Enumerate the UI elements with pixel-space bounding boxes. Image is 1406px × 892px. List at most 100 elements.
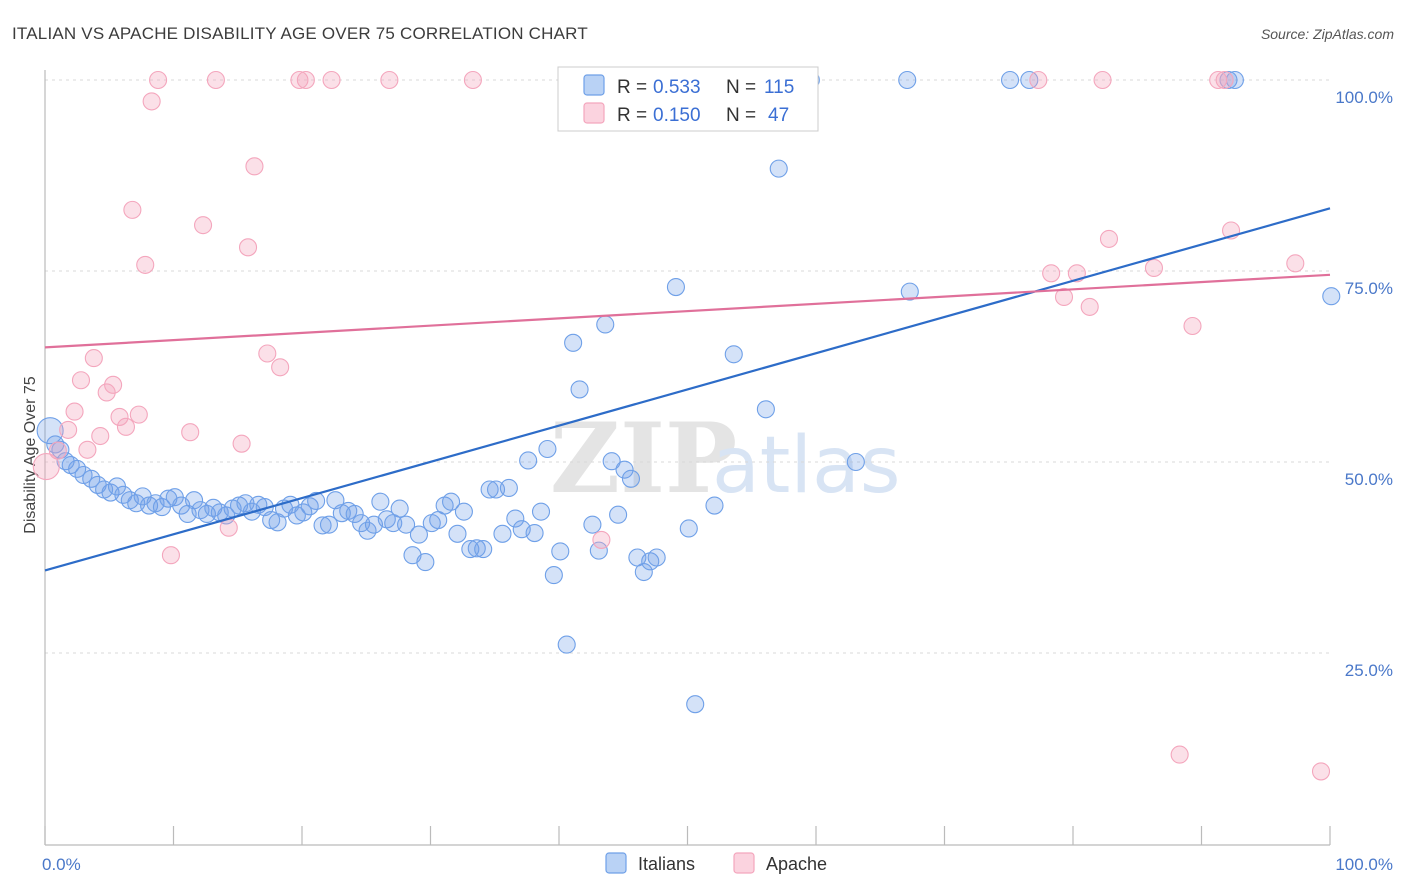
point-apache <box>271 358 290 377</box>
point-apache <box>136 255 155 274</box>
point-apache <box>1286 254 1305 273</box>
point-italians <box>666 277 685 297</box>
y-tick-labels: 25.0% 50.0% 75.0% 100.0% <box>1335 88 1393 680</box>
legend-top: R = 0.533 N = 115 R = 0.150 N = 47 <box>557 66 819 132</box>
point-italians <box>531 502 551 521</box>
point-italians <box>615 460 634 479</box>
point-apache <box>380 70 399 90</box>
point-apache <box>232 434 251 453</box>
y-tick-label: 100.0% <box>1335 88 1393 107</box>
point-italians <box>307 491 326 511</box>
legend-swatch-apache <box>583 102 605 124</box>
point-apache <box>322 70 341 90</box>
legend-r-value-apache: 0.150 <box>653 105 701 126</box>
y-axis-title: Disability Age Over 75 <box>22 376 39 534</box>
point-italians <box>544 566 563 585</box>
point-apache <box>84 349 103 368</box>
point-apache <box>463 70 482 90</box>
point-italians <box>474 540 493 559</box>
series-apache-points <box>32 70 1331 781</box>
point-italians <box>679 519 698 538</box>
point-italians <box>506 509 525 528</box>
point-apache <box>181 423 200 442</box>
point-apache <box>65 402 84 421</box>
point-apache <box>149 70 168 90</box>
point-italians <box>499 478 518 498</box>
point-apache <box>1099 229 1119 248</box>
point-italians <box>519 451 538 470</box>
x-tick-label-max: 100.0% <box>1335 855 1393 874</box>
trend-line-italians <box>44 207 1331 572</box>
point-italians <box>525 524 544 543</box>
point-italians <box>647 548 666 567</box>
point-italians <box>557 635 576 654</box>
point-apache <box>59 420 78 439</box>
point-apache <box>592 530 611 549</box>
point-italians <box>634 562 653 582</box>
point-italians <box>596 315 615 334</box>
point-apache <box>48 441 67 460</box>
x-tick-label-min: 0.0% <box>42 855 81 874</box>
watermark: ZIP atlas <box>550 402 901 515</box>
point-italians <box>900 282 919 301</box>
point-italians <box>551 542 570 561</box>
point-apache <box>116 417 136 436</box>
legend-bottom-label-italians: Italians <box>638 854 695 874</box>
point-italians <box>185 491 204 510</box>
point-apache <box>238 238 258 257</box>
point-apache <box>1209 70 1228 90</box>
point-apache <box>258 344 277 363</box>
legend-r-value-italians: 0.533 <box>653 77 701 98</box>
point-apache <box>104 375 123 394</box>
legend-r-label-italians: R = <box>617 77 647 98</box>
series-italians-points <box>36 70 1341 714</box>
point-apache <box>123 200 142 219</box>
legend-r-label-apache: R = <box>617 105 647 126</box>
point-italians <box>686 695 705 714</box>
y-tick-label: 25.0% <box>1345 661 1393 680</box>
point-apache <box>1170 745 1189 764</box>
legend-n-label-italians: N = <box>726 77 756 98</box>
point-apache <box>32 453 60 481</box>
trend-line-apache <box>44 273 1331 349</box>
point-apache <box>219 518 238 537</box>
x-tick-labels: 0.0% 100.0% <box>42 855 1393 874</box>
point-italians <box>36 417 64 445</box>
point-italians <box>397 515 416 534</box>
legend-n-value-italians: 115 <box>764 77 794 98</box>
legend-swatch-italians <box>583 74 605 96</box>
point-apache <box>1029 70 1048 90</box>
point-italians <box>705 496 724 515</box>
point-italians <box>583 515 602 534</box>
point-italians <box>724 345 743 364</box>
point-italians <box>371 492 390 511</box>
point-italians <box>564 333 583 352</box>
point-italians <box>538 439 557 459</box>
point-apache <box>129 405 148 424</box>
point-italians <box>602 452 621 471</box>
point-italians <box>846 452 865 472</box>
point-apache <box>1080 297 1099 316</box>
legend-bottom-label-apache: Apache <box>766 854 827 874</box>
point-italians <box>1322 287 1341 306</box>
point-italians <box>416 553 435 572</box>
point-apache <box>245 157 264 176</box>
point-italians <box>319 515 339 534</box>
point-italians <box>467 539 486 558</box>
point-apache <box>206 70 225 90</box>
point-italians <box>390 499 409 518</box>
point-apache <box>78 440 97 459</box>
point-italians <box>1000 70 1020 90</box>
point-apache <box>110 407 129 426</box>
point-italians <box>621 469 641 488</box>
legend-n-value-apache: 47 <box>768 105 789 126</box>
point-italians <box>409 525 428 544</box>
point-apache <box>1311 762 1331 781</box>
point-apache <box>142 92 161 111</box>
point-italians <box>448 524 467 543</box>
point-italians <box>570 380 589 399</box>
point-apache <box>71 371 91 390</box>
point-apache <box>296 70 315 90</box>
legend-bottom-swatch-italians <box>605 852 627 874</box>
